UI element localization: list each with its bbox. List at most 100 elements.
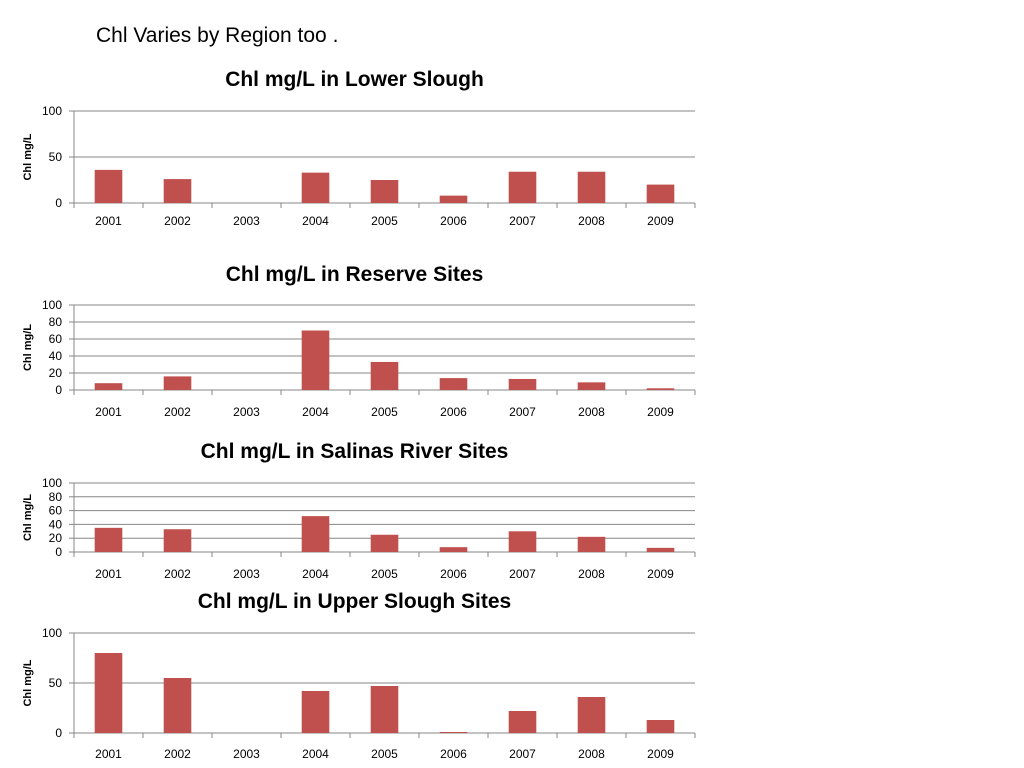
- bar-2001: [94, 169, 123, 203]
- bar-2007: [508, 378, 537, 390]
- bar-2005: [370, 180, 399, 203]
- x-tick-label: 2005: [371, 214, 398, 228]
- bar-2005: [370, 534, 399, 552]
- bar-2006: [439, 732, 468, 733]
- bar-2006: [439, 547, 468, 552]
- y-tick-label: 20: [49, 531, 63, 545]
- bar-2009: [646, 184, 675, 203]
- x-tick-label: 2006: [440, 214, 467, 228]
- bar-2002: [163, 529, 192, 552]
- chart-1: Chl mg/L in Lower Slough 0 50 100 2001 2002 20…: [22, 68, 696, 228]
- bar-2008: [577, 171, 606, 203]
- y-axis-label: Chl mg/L: [22, 494, 34, 541]
- y-tick-label: 0: [55, 545, 62, 559]
- x-tick-label: 2006: [440, 567, 467, 581]
- y-tick-label: 40: [49, 349, 63, 363]
- chart-title: Chl mg/L in Upper Slough Sites: [198, 590, 511, 613]
- x-tick-label: 2002: [164, 567, 191, 581]
- y-tick-label: 50: [49, 676, 63, 690]
- x-tick-label: 2002: [164, 405, 191, 419]
- x-tick-label: 2005: [371, 405, 398, 419]
- bar-2001: [94, 527, 123, 552]
- bar-2002: [163, 376, 192, 390]
- bar-2001: [94, 383, 123, 390]
- y-axis-label: Chl mg/L: [22, 659, 34, 706]
- chart-3: Chl mg/L in Salinas River Sites 020406080…: [22, 440, 696, 581]
- y-tick-label: 100: [42, 104, 62, 118]
- x-tick-label: 2009: [647, 567, 674, 581]
- bar-2009: [646, 547, 675, 552]
- x-tick-label: 2008: [578, 405, 605, 419]
- x-tick-label: 2003: [233, 747, 260, 761]
- bar-2005: [370, 361, 399, 390]
- x-tick-label: 2003: [233, 567, 260, 581]
- x-tick-label: 2001: [95, 567, 122, 581]
- bar-2006: [439, 378, 468, 390]
- y-tick-label: 80: [49, 315, 63, 329]
- x-tick-label: 2003: [233, 214, 260, 228]
- x-tick-label: 2003: [233, 405, 260, 419]
- x-tick-label: 2009: [647, 405, 674, 419]
- x-tick-label: 2004: [302, 747, 329, 761]
- x-tick-label: 2005: [371, 747, 398, 761]
- bar-2002: [163, 179, 192, 203]
- bar-2009: [646, 388, 675, 390]
- x-tick-label: 2009: [647, 747, 674, 761]
- x-tick-label: 2007: [509, 214, 536, 228]
- x-tick-label: 2008: [578, 214, 605, 228]
- bar-2007: [508, 171, 537, 203]
- bar-2004: [301, 691, 330, 733]
- bar-2004: [301, 516, 330, 552]
- y-tick-label: 40: [49, 517, 63, 531]
- bar-2007: [508, 531, 537, 552]
- x-tick-label: 2007: [509, 405, 536, 419]
- x-tick-label: 2009: [647, 214, 674, 228]
- slide-title: Chl Varies by Region too .: [96, 24, 339, 47]
- y-tick-label: 0: [55, 383, 62, 397]
- x-tick-label: 2004: [302, 567, 329, 581]
- chart-title: Chl mg/L in Salinas River Sites: [201, 440, 509, 463]
- x-tick-label: 2008: [578, 567, 605, 581]
- bar-2004: [301, 172, 330, 203]
- x-tick-label: 2001: [95, 214, 122, 228]
- y-tick-label: 60: [49, 504, 63, 518]
- bar-2002: [163, 678, 192, 733]
- x-tick-label: 2007: [509, 567, 536, 581]
- y-axis-label: Chl mg/L: [22, 133, 34, 180]
- x-tick-label: 2005: [371, 567, 398, 581]
- y-tick-label: 60: [49, 332, 63, 346]
- x-tick-label: 2008: [578, 747, 605, 761]
- x-tick-label: 2002: [164, 214, 191, 228]
- y-tick-label: 0: [55, 196, 62, 210]
- y-tick-label: 100: [42, 298, 62, 312]
- y-tick-label: 80: [49, 490, 63, 504]
- bar-2007: [508, 711, 537, 733]
- chart-title: Chl mg/L in Reserve Sites: [226, 263, 484, 286]
- chart-4: Chl mg/L in Upper Slough Sites 0 50 100 2001…: [22, 590, 696, 761]
- y-axis-label: Chl mg/L: [22, 324, 34, 371]
- x-tick-label: 2004: [302, 214, 329, 228]
- x-tick-label: 2007: [509, 747, 536, 761]
- y-tick-label: 100: [42, 626, 62, 640]
- bar-2009: [646, 720, 675, 733]
- x-tick-label: 2001: [95, 405, 122, 419]
- x-tick-label: 2006: [440, 747, 467, 761]
- bar-2001: [94, 653, 123, 733]
- x-tick-label: 2004: [302, 405, 329, 419]
- x-tick-label: 2002: [164, 747, 191, 761]
- bar-2008: [577, 382, 606, 390]
- bar-2006: [439, 195, 468, 203]
- x-tick-label: 2001: [95, 747, 122, 761]
- bar-2008: [577, 697, 606, 733]
- chart-2: Chl mg/L in Reserve Sites 0 20 40 60 80 100 200…: [22, 263, 696, 419]
- y-tick-label: 20: [49, 366, 63, 380]
- chart-title: Chl mg/L in Lower Slough: [225, 68, 484, 91]
- y-tick-label: 0: [55, 726, 62, 740]
- y-tick-label: 100: [42, 476, 62, 490]
- y-tick-label: 50: [49, 150, 63, 164]
- bar-2004: [301, 330, 330, 390]
- bar-2005: [370, 686, 399, 733]
- bar-2008: [577, 536, 606, 552]
- x-tick-label: 2006: [440, 405, 467, 419]
